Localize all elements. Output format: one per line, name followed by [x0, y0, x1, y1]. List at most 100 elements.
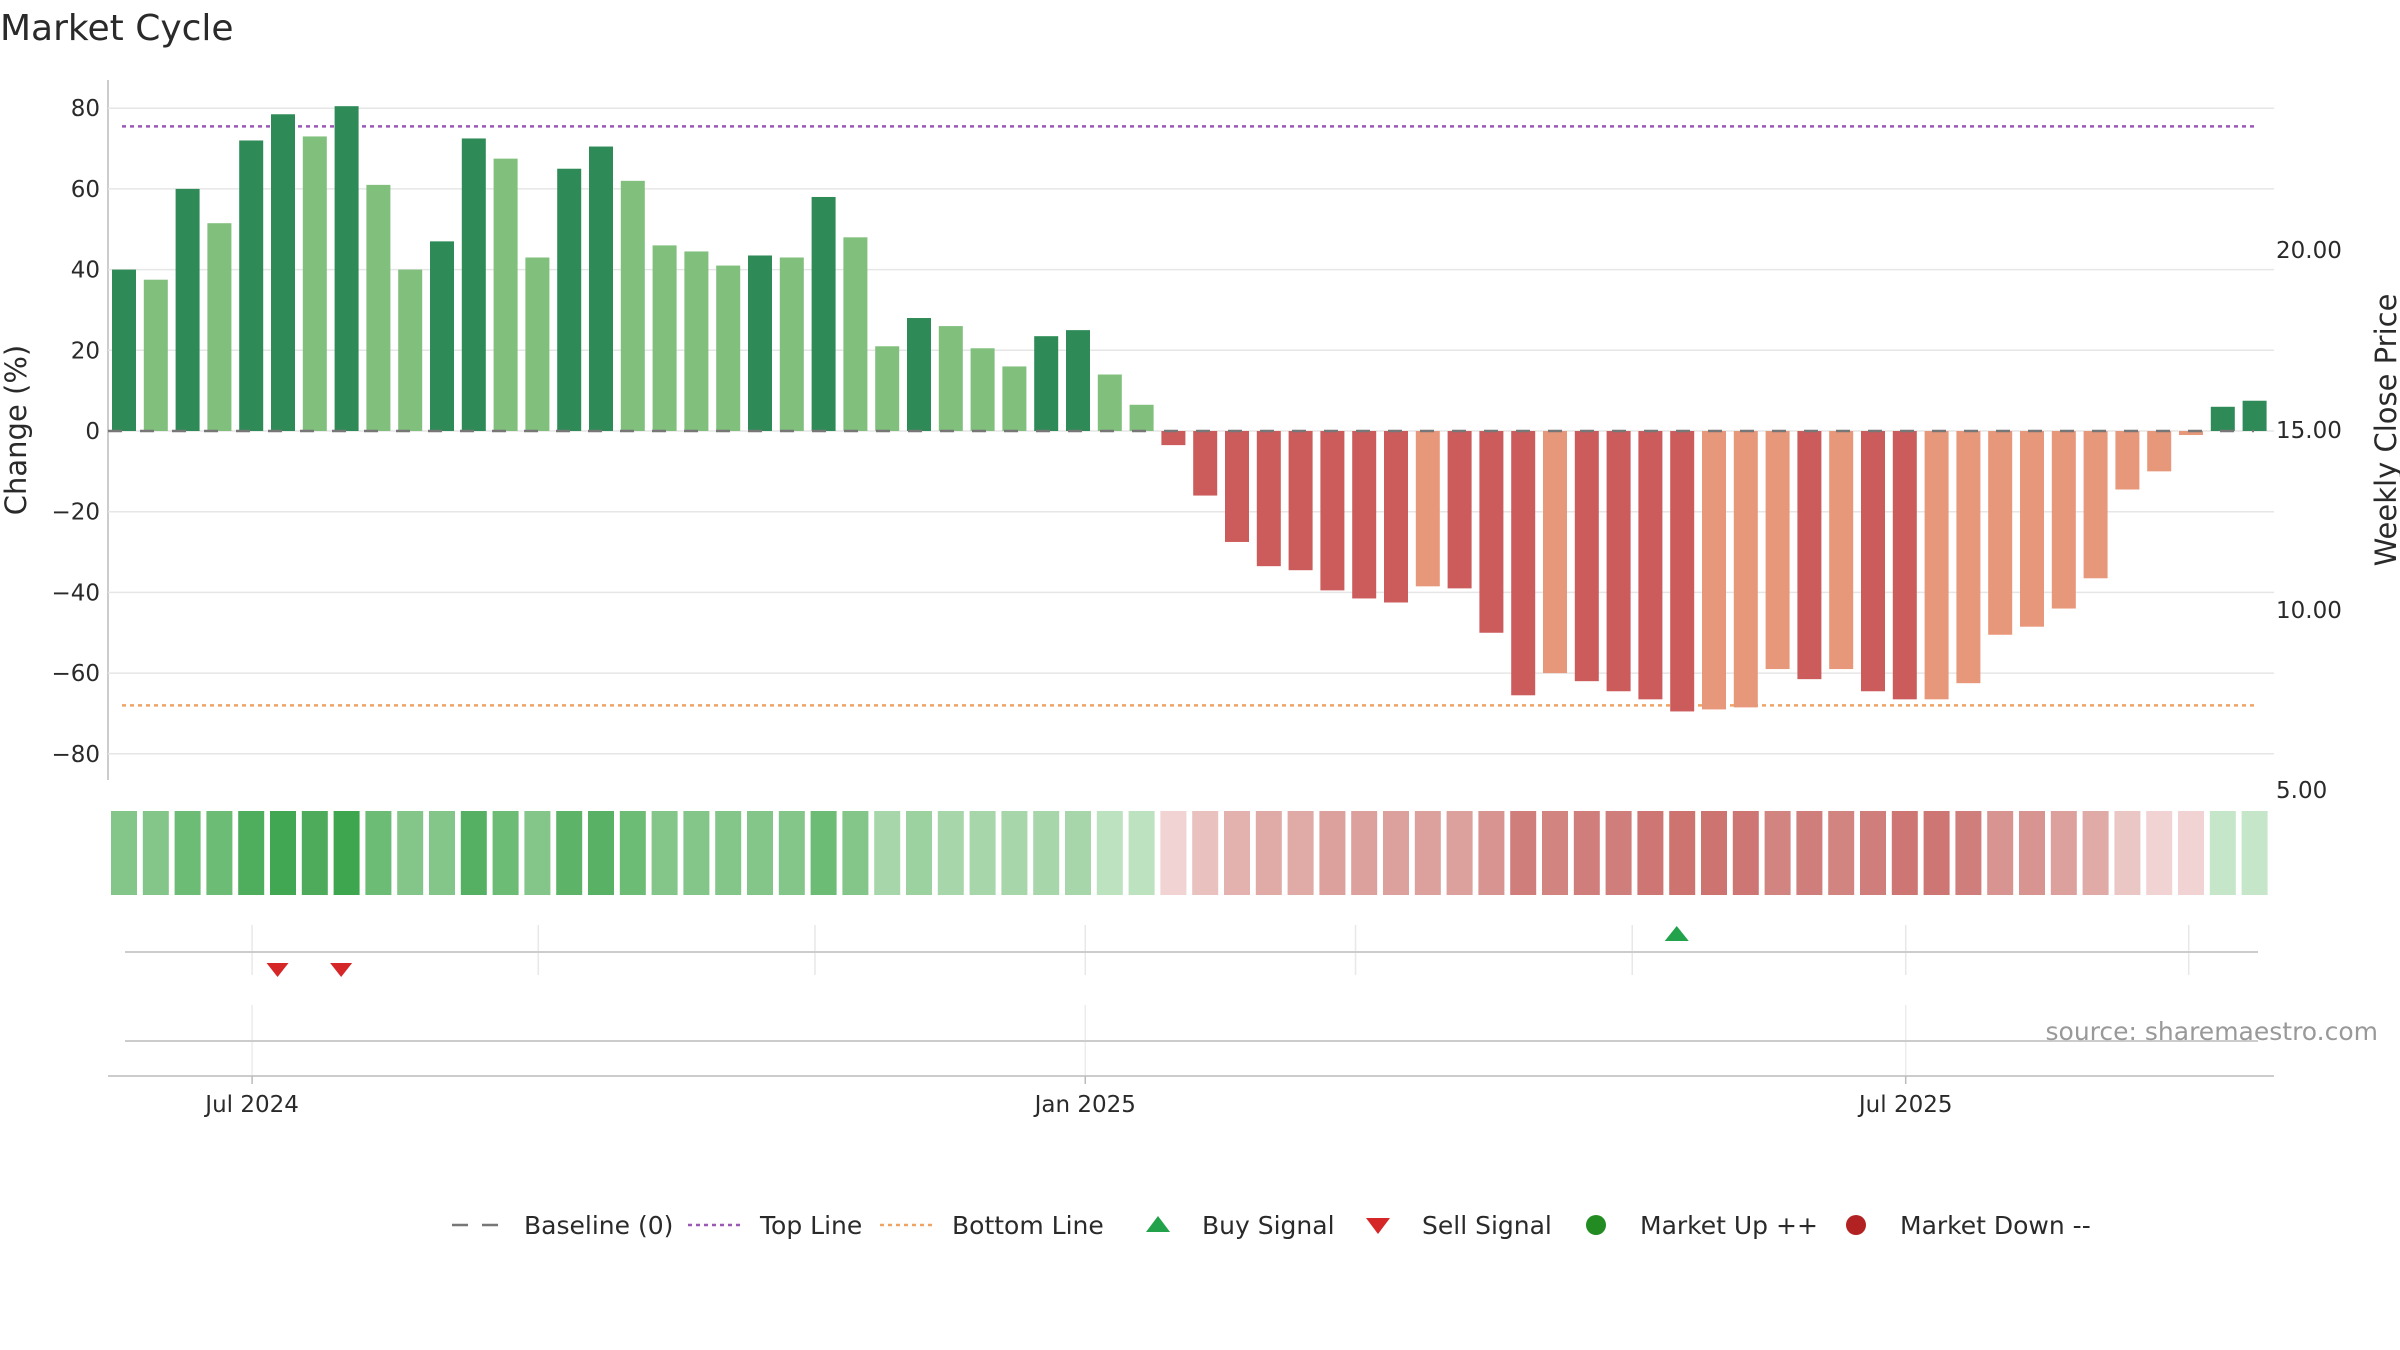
- bar: [1129, 404, 1154, 431]
- bar: [1765, 431, 1790, 670]
- bar: [1543, 431, 1567, 674]
- heat-cell: [1701, 811, 1727, 895]
- legend-swatch: [1586, 1215, 1606, 1235]
- y-tick-label: 0: [85, 419, 100, 445]
- bar: [1511, 431, 1536, 696]
- heat-cell: [747, 811, 773, 895]
- bar: [525, 257, 550, 431]
- heat-cell: [1669, 811, 1696, 895]
- heat-cell: [524, 811, 551, 895]
- x-tick-label: Jul 2025: [1857, 1092, 1953, 1118]
- y2-tick-label: 10.00: [2276, 598, 2342, 624]
- heat-cell: [1478, 811, 1505, 895]
- heat-cell: [651, 811, 678, 895]
- legend-item: Baseline (0): [452, 1211, 673, 1240]
- bar: [938, 326, 963, 431]
- bar: [461, 138, 486, 431]
- bar: [207, 223, 232, 431]
- bar: [1924, 431, 1949, 700]
- legend-item: Sell Signal: [1366, 1211, 1552, 1240]
- heat-cell: [1860, 811, 1886, 895]
- heat-cell: [1446, 811, 1473, 895]
- bar: [398, 269, 423, 431]
- y-tick-label: 40: [71, 258, 100, 284]
- bar: [557, 168, 582, 431]
- heat-cell: [492, 811, 519, 895]
- heat-cell: [397, 811, 424, 895]
- bar: [1829, 431, 1854, 670]
- heat-cell: [1319, 811, 1346, 895]
- heat-cell: [1033, 811, 1060, 895]
- heat-cell: [683, 811, 710, 895]
- heat-cell: [2209, 811, 2236, 895]
- bar: [1956, 431, 1981, 684]
- y2-axis: 20.00 15.00 10.00 5.00: [2276, 238, 2342, 804]
- legend-label: Market Down --: [1900, 1211, 2091, 1240]
- bar: [175, 188, 200, 431]
- legend: Baseline (0) Top Line Bottom Line Buy Signa…: [452, 1211, 2091, 1240]
- bar: [748, 255, 772, 431]
- buy-signal-marker: [1664, 926, 1689, 941]
- heat-cell: [1065, 811, 1091, 895]
- heat-cell: [2019, 811, 2045, 895]
- bar: [2115, 431, 2140, 490]
- bar: [2179, 431, 2203, 436]
- price-panel: [125, 1005, 2258, 1075]
- heat-cell: [2082, 811, 2109, 895]
- y-axis-label: Change (%): [0, 345, 33, 515]
- bar: [1193, 431, 1218, 496]
- bar: [302, 136, 327, 431]
- bar: [1352, 431, 1377, 599]
- heat-cell: [2050, 811, 2077, 895]
- y-axis: 80 60 40 20 0 −20 −40 −60 −80: [51, 96, 100, 768]
- bar: [1066, 330, 1090, 431]
- bar: [1097, 374, 1122, 431]
- bar: [1384, 431, 1408, 603]
- legend-label: Baseline (0): [524, 1211, 673, 1240]
- bar: [334, 106, 359, 432]
- reference-lines: [122, 125, 2256, 707]
- bar: [589, 146, 613, 431]
- legend-item: Market Up ++: [1586, 1211, 1818, 1240]
- bars: [108, 106, 2267, 712]
- heat-cell: [1255, 811, 1282, 895]
- bar: [2210, 406, 2235, 431]
- heat-cell: [1542, 811, 1568, 895]
- bar: [2020, 431, 2044, 627]
- heat-cell: [1891, 811, 1918, 895]
- heat-cell: [1796, 811, 1823, 895]
- heat-cell: [1510, 811, 1537, 895]
- heat-cell: [588, 811, 614, 895]
- y-tick-label: 20: [71, 338, 100, 364]
- bar: [1892, 431, 1917, 700]
- bar: [1702, 431, 1726, 710]
- heat-cell: [715, 811, 742, 895]
- heat-cell: [2178, 811, 2204, 895]
- bar: [430, 241, 454, 431]
- bar: [1606, 431, 1631, 692]
- heat-cell: [1573, 811, 1600, 895]
- y-tick-label: 80: [71, 96, 100, 122]
- y-tick-label: −80: [51, 742, 100, 768]
- y2-tick-label: 5.00: [2276, 778, 2327, 804]
- bar: [811, 196, 836, 431]
- bar: [1415, 431, 1440, 587]
- heat-cell: [1637, 811, 1664, 895]
- heat-cell: [333, 811, 360, 895]
- heat-cell: [937, 811, 964, 895]
- bar: [1733, 431, 1758, 708]
- y-tick-label: −60: [51, 661, 100, 687]
- bar: [1861, 431, 1885, 692]
- bar: [1797, 431, 1822, 680]
- bar: [716, 265, 741, 431]
- heat-cell: [778, 811, 805, 895]
- bar: [271, 114, 295, 431]
- bar: [1447, 431, 1472, 589]
- bar: [493, 158, 518, 431]
- heat-cell: [2146, 811, 2173, 895]
- bar: [2051, 431, 2076, 609]
- x-axis: Jul 2024 Jan 2025 Jul 2025: [108, 1075, 2274, 1118]
- legend-label: Bottom Line: [952, 1211, 1104, 1240]
- bar: [2083, 431, 2108, 579]
- legend-swatch: [1146, 1216, 1170, 1232]
